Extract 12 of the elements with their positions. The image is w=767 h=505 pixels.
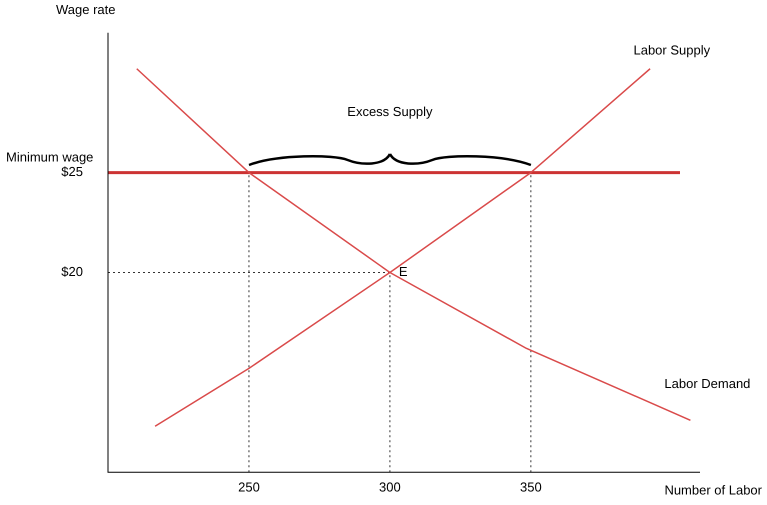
series-label: Labor Demand xyxy=(664,376,750,391)
x-axis-title: Number of Labor xyxy=(664,482,763,498)
y-tick-label: $20 xyxy=(61,264,83,280)
y-axis-title: Wage rate xyxy=(56,2,116,18)
y-tick-label: $25 xyxy=(61,164,83,180)
annotation: E xyxy=(398,264,408,280)
ref-line-label: Minimum wage xyxy=(6,150,94,165)
series-label: Labor Supply xyxy=(633,42,711,58)
x-tick-label: 350 xyxy=(520,480,542,495)
annotation: Excess Supply xyxy=(347,104,434,120)
x-tick-label: 300 xyxy=(379,480,401,495)
x-tick-label: 250 xyxy=(238,480,260,495)
